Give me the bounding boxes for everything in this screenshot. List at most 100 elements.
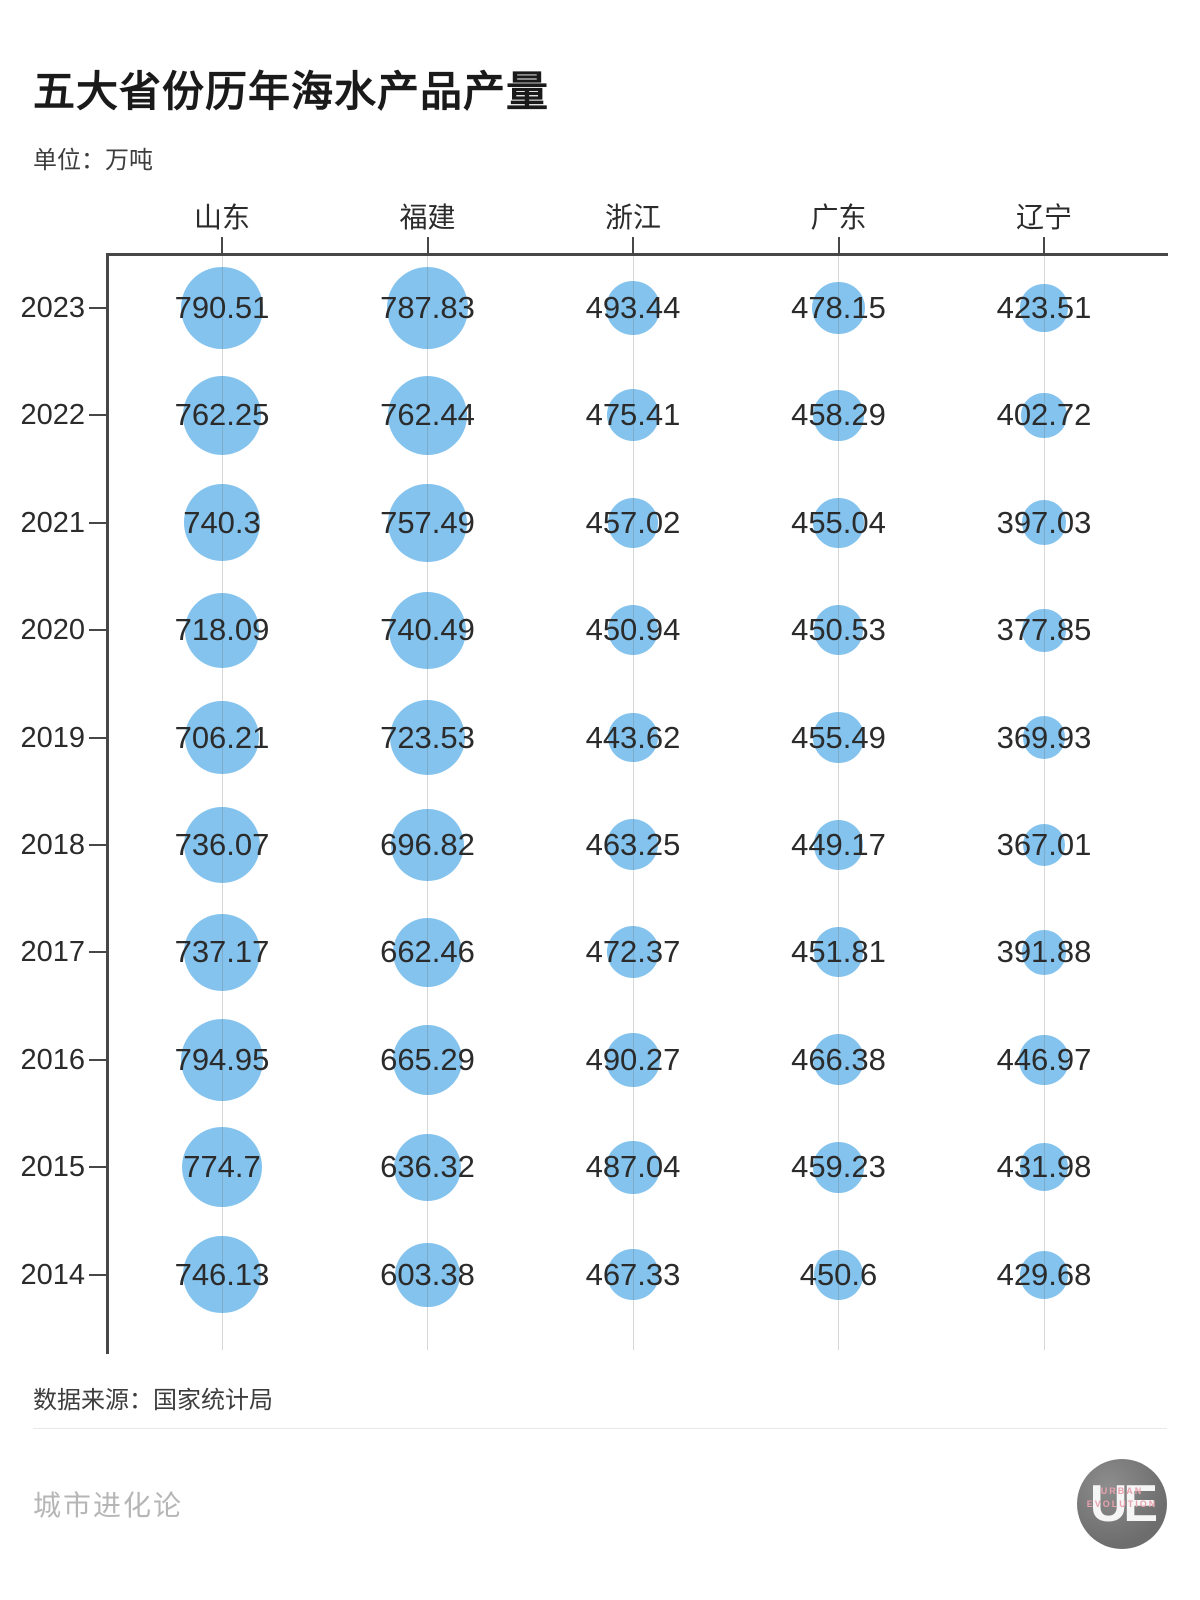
bubble-value: 367.01 [996, 827, 1092, 862]
bubble-value: 431.98 [996, 1149, 1092, 1185]
bubble-value: 662.46 [380, 934, 475, 970]
bubble-value: 490.27 [585, 1041, 681, 1077]
bubble-value: 467.33 [585, 1256, 681, 1292]
column-header-浙江: 浙江 [604, 202, 661, 233]
data-source-label: 数据来源：国家统计局 [33, 1387, 273, 1414]
column-tick [426, 237, 429, 253]
bubble-value: 397.03 [996, 504, 1092, 540]
bubble-value: 451.81 [791, 934, 886, 970]
year-label-2014: 2014 [20, 1258, 85, 1291]
bubble-value: 450.6 [799, 1256, 878, 1292]
bubble-value: 377.85 [996, 612, 1092, 648]
year-tick [89, 414, 107, 417]
bubble-value: 762.44 [380, 397, 475, 433]
bubble-value: 696.82 [380, 827, 475, 862]
bubble [389, 699, 466, 776]
column-tick [837, 237, 840, 253]
bubble [180, 1018, 263, 1101]
year-tick [89, 307, 107, 309]
bubble [183, 484, 261, 562]
bubble-value: 794.95 [174, 1041, 270, 1077]
brand-name: 城市进化论 [33, 1490, 184, 1521]
year-label-2017: 2017 [20, 936, 85, 969]
ue-logo-letters: UE [1089, 1475, 1158, 1533]
bubble [607, 497, 659, 548]
bubble-value: 458.29 [791, 397, 886, 433]
bubble [1021, 392, 1067, 439]
bubble [389, 591, 466, 669]
bubble [813, 820, 864, 870]
bubble-value: 466.38 [791, 1041, 886, 1077]
bubble [813, 390, 864, 441]
bubble [813, 1249, 864, 1300]
column-header-山东: 山东 [193, 202, 250, 233]
bubble-value: 787.83 [380, 290, 475, 325]
x-axis-line [107, 253, 1168, 256]
bubble-value: 429.68 [996, 1256, 1092, 1292]
bubble-value: 790.51 [174, 290, 270, 325]
bubble [812, 281, 865, 335]
ue-logo-subtitle-line2: EVOLUTION [1086, 1499, 1158, 1509]
bubble [388, 375, 467, 455]
bubble [181, 1127, 263, 1208]
bubble [606, 389, 660, 442]
bubble-value: 478.15 [791, 290, 886, 325]
bubble [1022, 608, 1066, 652]
bubble-value: 774.7 [183, 1149, 261, 1185]
column-gridline [838, 256, 839, 1350]
bubble [1021, 500, 1067, 546]
unit-label: 单位：万吨 [33, 147, 153, 174]
year-tick [89, 736, 107, 739]
year-tick [89, 1166, 107, 1169]
bubble-value: 450.94 [585, 612, 681, 648]
bubble [1021, 930, 1067, 975]
bubble-value: 369.93 [996, 719, 1092, 755]
bubble-value: 636.32 [380, 1149, 475, 1185]
year-label-2020: 2020 [20, 614, 85, 647]
bubble [183, 914, 261, 991]
bubble-value: 487.04 [585, 1149, 681, 1185]
year-label-2016: 2016 [20, 1043, 85, 1076]
footer-divider [33, 1428, 1167, 1429]
year-label-2023: 2023 [20, 292, 85, 324]
bubble [606, 1033, 660, 1087]
bubble [395, 1242, 460, 1307]
bubble [182, 375, 262, 455]
bubble [813, 1141, 864, 1193]
year-tick [89, 1273, 107, 1276]
bubble [184, 592, 260, 668]
bubble-value: 443.62 [585, 719, 681, 755]
bubble [607, 819, 659, 871]
column-gridline [221, 256, 223, 1350]
bubble [606, 1140, 660, 1194]
column-tick [632, 237, 634, 253]
bubble-value: 459.23 [791, 1149, 886, 1185]
bubble [388, 483, 467, 563]
bubble [608, 713, 658, 763]
column-header-辽宁: 辽宁 [1015, 202, 1072, 233]
bubble [183, 1235, 261, 1314]
bubble [1022, 823, 1065, 866]
bubble [608, 605, 658, 656]
chart-title: 五大省份历年海水产品产量 [33, 68, 550, 115]
bubble-value: 736.07 [174, 827, 270, 862]
year-tick [89, 844, 107, 846]
bubble-value: 463.25 [585, 827, 681, 862]
bubble [1019, 1143, 1069, 1192]
bubble-value: 723.53 [380, 719, 475, 755]
year-label-2015: 2015 [20, 1151, 85, 1184]
bubble [392, 1024, 463, 1095]
bubble-value: 402.72 [996, 397, 1092, 433]
bubble-value: 472.37 [585, 934, 681, 970]
bubble-value: 603.38 [380, 1256, 475, 1292]
bubble [813, 497, 864, 548]
bubble [813, 927, 864, 978]
year-label-2018: 2018 [20, 829, 85, 861]
column-header-广东: 广东 [810, 202, 867, 233]
bubble [606, 281, 660, 335]
bubble-value: 475.41 [585, 397, 681, 433]
column-gridline [632, 256, 634, 1350]
bubble [607, 926, 659, 979]
